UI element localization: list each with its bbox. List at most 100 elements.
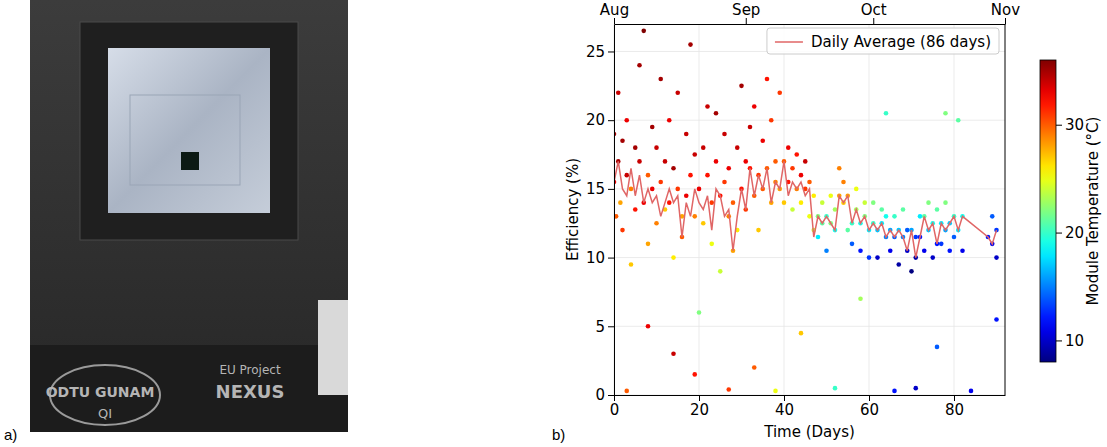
point [637,63,642,68]
tick: 20 [586,111,614,129]
colorbar-axis: 102030 [1056,61,1084,363]
point [697,187,702,192]
point [650,125,655,130]
point [935,207,940,212]
tick-label: 15 [586,180,605,198]
point [620,228,625,233]
point [743,159,748,164]
point [799,173,804,178]
point [918,214,923,219]
tick-label: Aug [600,1,629,19]
point [862,200,867,205]
legend-swatch [775,41,803,43]
point [892,214,897,219]
tick: 80 [945,395,964,419]
point [671,166,676,171]
point [913,235,918,240]
point [701,221,706,226]
y-axis-title: Efficiency (%) [564,158,582,261]
point [892,389,897,394]
point [663,159,668,164]
point [616,90,621,95]
point [675,90,680,95]
point [845,228,850,233]
point [675,187,680,192]
y-axis: 0 5 10 15 20 25 [586,25,615,405]
point [624,389,629,394]
point [939,242,944,247]
point [658,77,663,82]
photo-text: EU Project [219,363,281,377]
point [952,235,957,240]
point [811,193,816,198]
point [722,132,727,137]
point [618,200,623,205]
point [688,42,693,47]
point [794,152,799,157]
tick: Sep [732,1,760,24]
point [684,132,689,137]
tick-label: 20 [586,111,605,129]
tick: 10 [586,249,614,267]
point [854,187,859,192]
photo-background [30,0,348,432]
tick: 15 [586,180,614,198]
point [782,200,787,205]
tick-label: 20 [690,401,709,419]
tick-label: 0 [595,386,605,404]
axis-line [615,24,1006,25]
point [790,166,795,171]
point [718,269,723,274]
point [650,187,655,192]
point [816,235,821,240]
x-axis: 020406080 [610,395,1006,419]
tick-label: 25 [586,43,605,61]
tick: 30 [1056,116,1084,134]
x-axis-title: Time (Days) [763,423,855,441]
point [722,180,727,185]
point [620,138,625,143]
tick: 25 [586,43,614,61]
point [646,173,651,178]
cell-substrate [108,48,270,213]
point [765,77,770,82]
point [901,207,906,212]
point [994,255,999,260]
chart: 020406080AugSepOctNov0510152025Time (Day… [564,1,1020,441]
tick-mark [608,120,614,121]
tick-label: 5 [595,318,605,336]
point [913,386,918,391]
average-line [614,161,997,257]
point [875,255,880,260]
point [667,118,672,123]
point [858,297,863,302]
point [867,255,872,260]
point [909,269,914,274]
grid-line-x [954,24,955,395]
point [629,187,634,192]
tick-mark [1056,125,1062,126]
point [769,118,774,123]
tick-mark [1056,233,1062,234]
point [726,387,731,392]
tick-label: 0 [610,401,620,419]
point [884,214,889,219]
point [905,228,910,233]
colorbar-title: Module Temperature (°C) [1084,117,1102,306]
point [633,207,638,212]
scatter-points [614,29,999,394]
point [850,242,855,247]
point [705,104,710,109]
panel-label: b) [552,426,565,443]
tick: Nov [991,1,1020,24]
tick: 40 [775,395,794,419]
point [960,248,965,253]
point [943,111,948,116]
point [807,180,812,185]
point [646,324,651,329]
point [888,248,893,253]
point [820,200,825,205]
point [994,317,999,322]
tick-label: 30 [1065,116,1084,134]
active-area [181,152,199,170]
